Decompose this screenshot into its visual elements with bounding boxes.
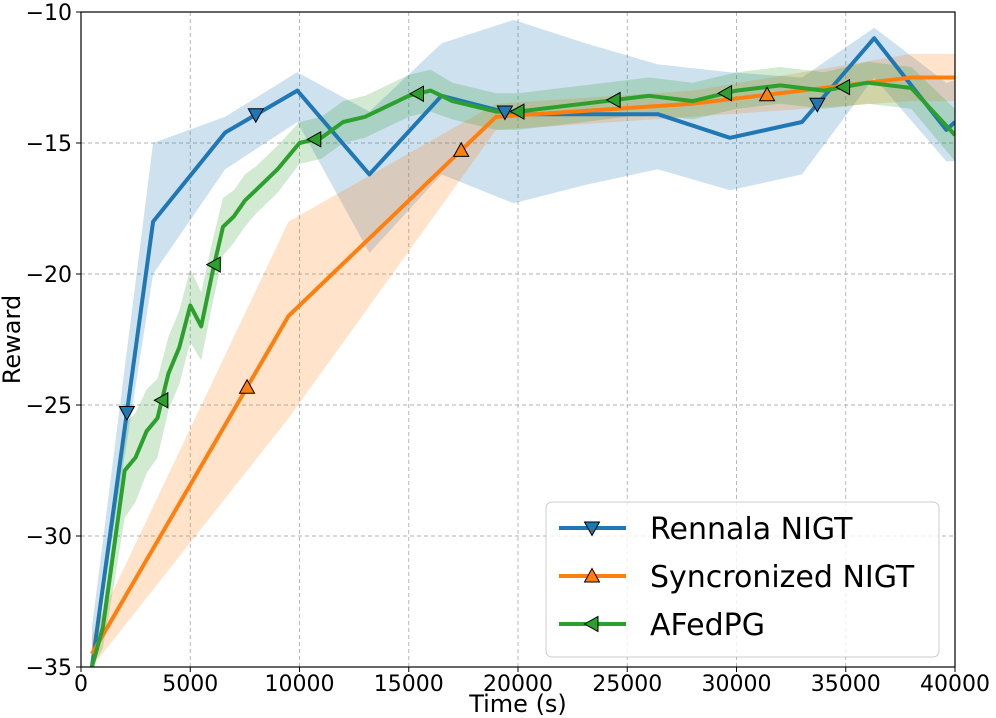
legend-rennala-nigt-label: Rennala NIGT [650, 512, 853, 547]
legend-afedpg-label: AFedPG [650, 608, 765, 643]
y-tick-label: −10 [26, 1, 72, 26]
rennala-nigt-marker [496, 105, 514, 121]
rennala-nigt-band [91, 19, 955, 667]
rennala-nigt-marker [808, 97, 826, 113]
x-tick-label: 20000 [483, 672, 553, 697]
syncronized-nigt-marker [452, 141, 470, 157]
syncronized-nigt-marker [758, 86, 776, 102]
x-tick-label: 25000 [592, 672, 662, 697]
legend: Rennala NIGT Syncronized NIGT AFedPG [545, 501, 940, 658]
afedpg-marker [509, 103, 525, 120]
axis-ticks: 0 5000 10000 15000 20000 25000 30000 35000 40000… [26, 1, 990, 697]
x-tick-label: 5000 [162, 672, 218, 697]
rennala-nigt-marker [247, 108, 265, 124]
x-tick-label: 0 [74, 672, 88, 697]
y-tick-label: −25 [26, 394, 72, 419]
y-tick-label: −15 [26, 132, 72, 157]
afedpg-marker [835, 78, 851, 96]
syncronized-nigt-line [90, 75, 955, 655]
afedpg-marker [408, 85, 424, 103]
x-axis-title: Time (s) [468, 690, 567, 718]
syncronized-nigt-marker [238, 378, 256, 394]
x-tick-label: 35000 [811, 672, 881, 697]
rennala-nigt-marker [118, 405, 136, 422]
x-tick-label: 40000 [920, 672, 990, 697]
afedpg-marker [153, 391, 169, 409]
y-tick-label: −30 [26, 525, 72, 550]
legend-syncronized-nigt-label: Syncronized NIGT [650, 560, 915, 595]
series-lines [89, 36, 955, 667]
legend-syncronized-nigt-marker [583, 567, 601, 583]
afedpg-marker [205, 256, 221, 273]
series-markers [118, 78, 851, 422]
y-tick-label: −35 [26, 656, 72, 681]
y-tick-label: −20 [26, 263, 72, 288]
afedpg-marker [605, 91, 621, 109]
x-tick-label: 10000 [265, 672, 335, 697]
x-tick-label: 30000 [702, 672, 772, 697]
afedpg-marker [717, 84, 733, 102]
x-tick-label: 15000 [374, 672, 444, 697]
afedpg-marker [306, 130, 322, 148]
y-axis-title: Reward [0, 295, 26, 384]
afedpg-line [89, 80, 955, 667]
legend-box [545, 501, 940, 658]
legend-afedpg-marker [583, 615, 599, 633]
legend-rennala-nigt-marker [583, 521, 601, 537]
